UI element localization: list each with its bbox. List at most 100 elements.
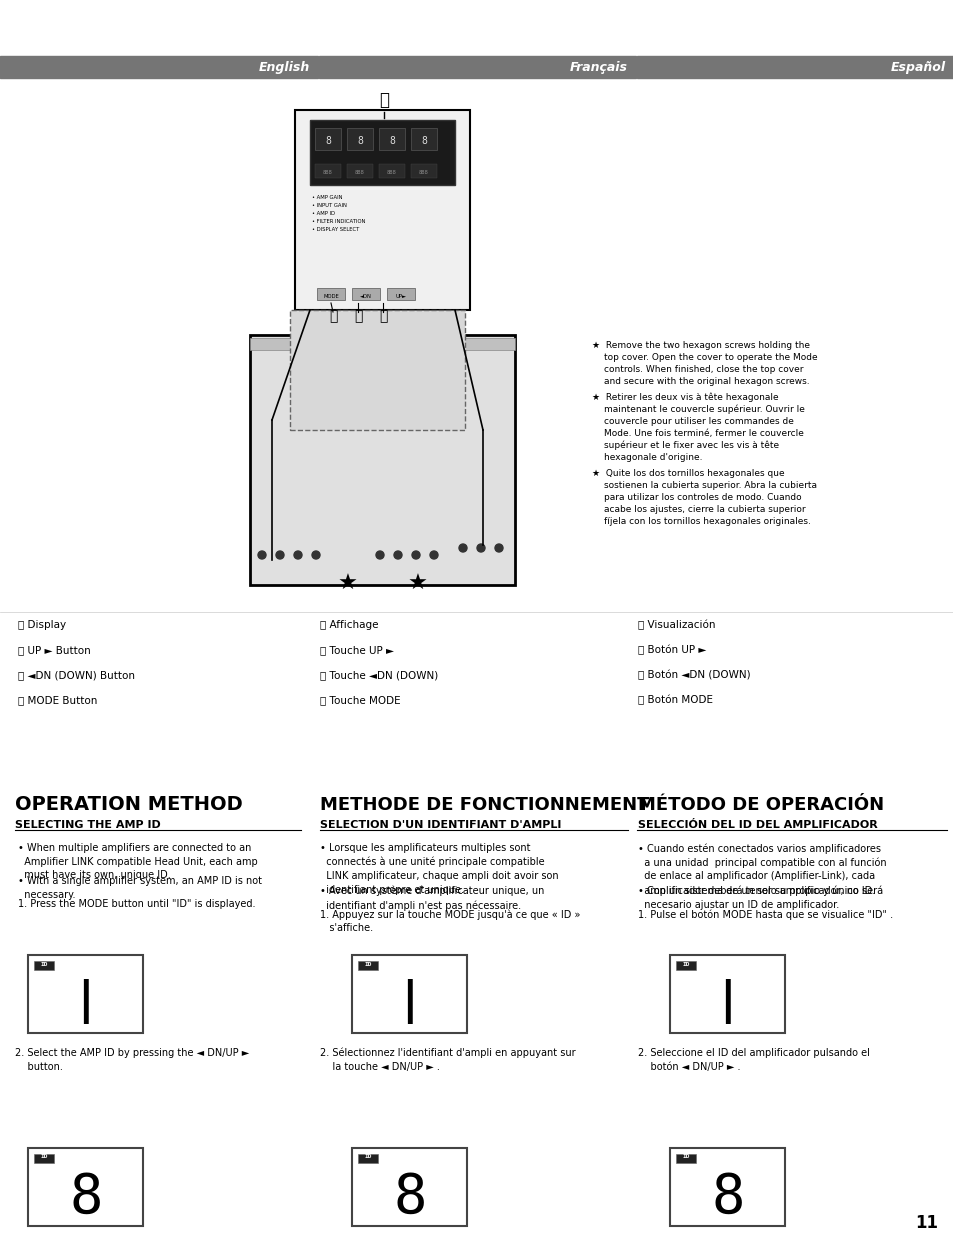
Circle shape	[430, 551, 437, 559]
Text: 888: 888	[323, 169, 333, 174]
Text: UP►: UP►	[395, 294, 406, 299]
Circle shape	[312, 551, 319, 559]
Text: ID: ID	[681, 1155, 689, 1160]
Text: |: |	[714, 978, 740, 1024]
Bar	[34, 961, 54, 969]
Text: ⑲ Touche MODE: ⑲ Touche MODE	[319, 695, 400, 705]
Text: • DISPLAY SELECT: • DISPLAY SELECT	[312, 227, 359, 232]
Text: ID: ID	[40, 1155, 48, 1160]
Bar	[378, 164, 405, 178]
Text: ★  Quite los dos tornillos hexagonales que: ★ Quite los dos tornillos hexagonales qu…	[592, 469, 783, 478]
Text: hexagonale d'origine.: hexagonale d'origine.	[603, 453, 701, 462]
Bar	[294, 110, 470, 310]
Text: top cover. Open the cover to operate the Mode: top cover. Open the cover to operate the…	[603, 353, 817, 362]
Bar	[314, 128, 340, 149]
Text: ⑯ Visualización: ⑯ Visualización	[638, 620, 715, 630]
Bar	[352, 1149, 467, 1226]
Text: ⑰ Botón UP ►: ⑰ Botón UP ►	[638, 645, 705, 655]
Text: ID: ID	[364, 1155, 372, 1160]
Text: acabe los ajustes, cierre la cubierta superior: acabe los ajustes, cierre la cubierta su…	[603, 505, 804, 514]
Text: 8: 8	[356, 136, 362, 146]
Bar	[28, 955, 143, 1032]
Text: ★  Remove the two hexagon screws holding the: ★ Remove the two hexagon screws holding …	[592, 341, 809, 350]
Text: 1. Appuyez sur la touche MODE jusqu'à ce que « ID »
   s'affiche.: 1. Appuyez sur la touche MODE jusqu'à ce…	[319, 909, 579, 934]
Circle shape	[412, 551, 419, 559]
Text: MÉTODO DE OPERACIÓN: MÉTODO DE OPERACIÓN	[638, 797, 883, 814]
Circle shape	[275, 551, 284, 559]
Text: fíjela con los tornillos hexagonales originales.: fíjela con los tornillos hexagonales ori…	[603, 517, 810, 526]
Bar	[250, 335, 515, 585]
Bar	[318, 56, 636, 78]
Text: ⑯ Affichage: ⑯ Affichage	[319, 620, 378, 630]
Text: • Cuando estén conectados varios amplificadores
  a una unidad  principal compat: • Cuando estén conectados varios amplifi…	[638, 844, 885, 895]
Text: SELECCIÓN DEL ID DEL AMPLIFICADOR: SELECCIÓN DEL ID DEL AMPLIFICADOR	[638, 820, 877, 830]
Text: SELECTION D'UN IDENTIFIANT D'AMPLI: SELECTION D'UN IDENTIFIANT D'AMPLI	[319, 820, 560, 830]
Text: 8: 8	[389, 136, 395, 146]
Text: English: English	[258, 62, 310, 74]
Circle shape	[495, 543, 502, 552]
Text: ⑱ Touche ◄DN (DOWN): ⑱ Touche ◄DN (DOWN)	[319, 671, 437, 680]
Text: ID: ID	[364, 962, 372, 967]
Bar	[310, 120, 455, 185]
Bar	[316, 288, 345, 300]
Text: • AMP GAIN: • AMP GAIN	[312, 195, 342, 200]
Text: 2. Select the AMP ID by pressing the ◄ DN/UP ►
    button.: 2. Select the AMP ID by pressing the ◄ D…	[15, 1049, 249, 1072]
Text: para utilizar los controles de modo. Cuando: para utilizar los controles de modo. Cua…	[603, 493, 801, 501]
Circle shape	[375, 551, 384, 559]
Text: OPERATION METHOD: OPERATION METHOD	[15, 795, 242, 814]
Text: 1. Press the MODE button until "ID" is displayed.: 1. Press the MODE button until "ID" is d…	[18, 899, 255, 909]
Text: • With a single amplifier system, an AMP ID is not
  necessary.: • With a single amplifier system, an AMP…	[18, 876, 262, 899]
Text: 1. Pulse el botón MODE hasta que se visualice "ID" .: 1. Pulse el botón MODE hasta que se visu…	[638, 909, 892, 920]
Text: ★: ★	[337, 574, 357, 594]
Text: ⑯ Display: ⑯ Display	[18, 620, 66, 630]
Text: |: |	[72, 978, 99, 1024]
Circle shape	[476, 543, 484, 552]
Text: and secure with the original hexagon screws.: and secure with the original hexagon scr…	[603, 377, 809, 387]
Text: ID: ID	[681, 962, 689, 967]
Text: • When multiple amplifiers are connected to an
  Amplifier LINK compatible Head : • When multiple amplifiers are connected…	[18, 844, 257, 881]
Text: • FILTER INDICATION: • FILTER INDICATION	[312, 219, 365, 224]
Text: 11: 11	[914, 1214, 937, 1233]
Text: ⑰ UP ► Button: ⑰ UP ► Button	[18, 645, 91, 655]
Bar	[290, 310, 464, 430]
Text: ⑲: ⑲	[329, 309, 336, 324]
Text: ⑯: ⑯	[378, 91, 389, 109]
Bar	[357, 961, 377, 969]
Bar	[669, 1149, 784, 1226]
Bar	[34, 1153, 54, 1163]
Text: sostienen la cubierta superior. Abra la cubierta: sostienen la cubierta superior. Abra la …	[603, 480, 816, 490]
Text: ⑲ MODE Button: ⑲ MODE Button	[18, 695, 97, 705]
Text: ⑱ ◄DN (DOWN) Button: ⑱ ◄DN (DOWN) Button	[18, 671, 135, 680]
Circle shape	[294, 551, 302, 559]
Text: 8: 8	[393, 1171, 426, 1225]
Bar	[411, 128, 436, 149]
Text: ★: ★	[408, 574, 428, 594]
Text: MODE: MODE	[323, 294, 338, 299]
Text: controls. When finished, close the top cover: controls. When finished, close the top c…	[603, 366, 802, 374]
Text: • Lorsque les amplificateurs multiples sont
  connectés à une unité principale c: • Lorsque les amplificateurs multiples s…	[319, 844, 558, 894]
Text: 888: 888	[418, 169, 429, 174]
Bar	[387, 288, 415, 300]
Text: • AMP ID: • AMP ID	[312, 211, 335, 216]
Text: Español: Español	[890, 62, 945, 74]
Bar	[378, 128, 405, 149]
Bar	[637, 56, 953, 78]
Bar	[411, 164, 436, 178]
Text: supérieur et le fixer avec les vis à tête: supérieur et le fixer avec les vis à têt…	[603, 441, 779, 450]
Bar	[357, 1153, 377, 1163]
Text: • Con un sistema de un solo amplificador, no será
  necesario ajustar un ID de a: • Con un sistema de un solo amplificador…	[638, 885, 882, 910]
Text: ⑲ Botón MODE: ⑲ Botón MODE	[638, 694, 712, 705]
Text: 2. Sélectionnez l'identifiant d'ampli en appuyant sur
    la touche ◄ DN/UP ► .: 2. Sélectionnez l'identifiant d'ampli en…	[319, 1049, 575, 1072]
Bar	[28, 1149, 143, 1226]
Text: 888: 888	[355, 169, 364, 174]
Bar	[676, 961, 696, 969]
Text: ⑱ Botón ◄DN (DOWN): ⑱ Botón ◄DN (DOWN)	[638, 669, 750, 680]
Bar	[669, 955, 784, 1032]
Text: 8: 8	[420, 136, 427, 146]
Text: Mode. Une fois terminé, fermer le couvercle: Mode. Une fois terminé, fermer le couver…	[603, 429, 803, 438]
Text: • INPUT GAIN: • INPUT GAIN	[312, 203, 347, 207]
Circle shape	[458, 543, 467, 552]
Bar	[314, 164, 340, 178]
Text: ★  Retirer les deux vis à tête hexagonale: ★ Retirer les deux vis à tête hexagonale	[592, 393, 778, 403]
Text: |: |	[396, 978, 423, 1024]
